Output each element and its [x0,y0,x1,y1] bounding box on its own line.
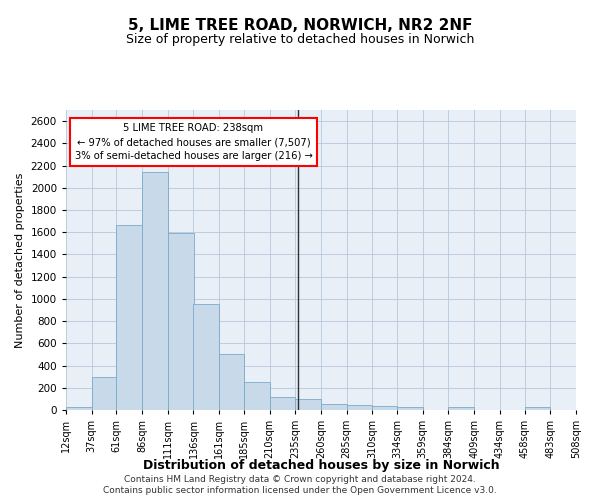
Bar [66,406,92,410]
Bar [193,304,219,410]
Bar [219,354,244,410]
Bar [244,382,269,410]
Bar [397,407,423,410]
Text: Distribution of detached houses by size in Norwich: Distribution of detached houses by size … [143,458,499,471]
Bar [295,399,321,410]
Bar [321,404,347,410]
Bar [142,172,168,410]
Text: Contains public sector information licensed under the Open Government Licence v3: Contains public sector information licen… [103,486,497,495]
Bar [92,377,116,410]
Text: 5, LIME TREE ROAD, NORWICH, NR2 2NF: 5, LIME TREE ROAD, NORWICH, NR2 2NF [128,18,472,32]
Y-axis label: Number of detached properties: Number of detached properties [15,172,25,348]
Bar [373,406,397,410]
Bar [269,396,295,410]
Bar [576,407,600,410]
Text: Size of property relative to detached houses in Norwich: Size of property relative to detached ho… [126,32,474,46]
Bar [168,234,193,410]
Bar [347,405,373,410]
Bar [448,407,474,410]
Text: 5 LIME TREE ROAD: 238sqm
← 97% of detached houses are smaller (7,507)
3% of semi: 5 LIME TREE ROAD: 238sqm ← 97% of detach… [74,124,313,162]
Bar [116,225,142,410]
Bar [524,407,550,410]
Text: Contains HM Land Registry data © Crown copyright and database right 2024.: Contains HM Land Registry data © Crown c… [124,475,476,484]
